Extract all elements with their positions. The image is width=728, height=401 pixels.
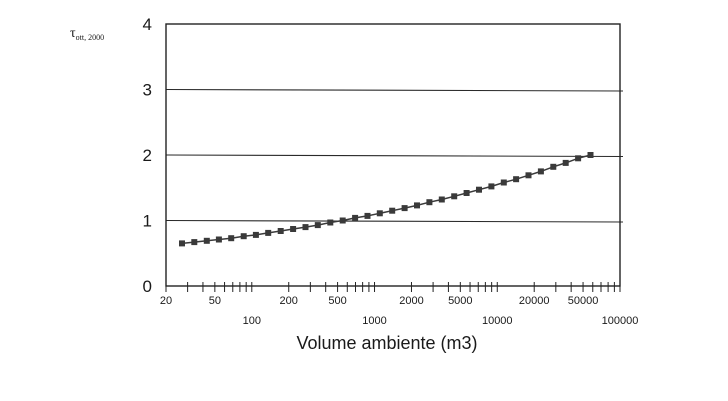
x-tick-label-50000: 50000	[568, 295, 599, 307]
data-point-19	[414, 202, 420, 209]
data-point-17	[389, 207, 396, 214]
data-point-10	[302, 224, 309, 231]
x-tick-label-1000: 1000	[362, 315, 386, 327]
x-tick-label-500: 500	[328, 295, 346, 307]
data-point-4	[228, 235, 235, 242]
data-point-21	[438, 196, 445, 203]
data-point-30	[550, 163, 557, 170]
data-point-23	[463, 190, 470, 196]
x-axis-title: Volume ambiente (m3)	[296, 333, 477, 353]
gridline-y-2	[165, 154, 624, 158]
data-point-12	[327, 219, 334, 226]
x-axis	[165, 282, 621, 292]
x-tick-label-200: 200	[280, 295, 298, 307]
data-point-25	[488, 183, 495, 190]
data-point-13	[339, 217, 346, 224]
data-point-8	[277, 228, 284, 234]
data-point-3	[215, 236, 222, 243]
x-tick-label-10000: 10000	[482, 315, 513, 327]
data-point-1	[191, 239, 198, 246]
y-tick-label-3: 3	[143, 81, 152, 100]
gridline-y-3	[165, 88, 624, 92]
data-point-7	[265, 229, 272, 236]
x-tick-labels: 20 50 200 500 2000 5000 20000 50000 100 1000 10000…	[160, 295, 638, 327]
data-point-15	[364, 212, 371, 219]
gridline-y-1	[165, 219, 624, 223]
data-point-9	[290, 226, 297, 232]
data-point-2	[203, 237, 210, 244]
x-tick-label-100: 100	[243, 315, 261, 327]
data-point-27	[513, 176, 520, 183]
data-point-24	[476, 186, 482, 193]
y-axis-title: τott, 2000	[70, 26, 104, 42]
y-tick-label-2: 2	[143, 146, 152, 165]
y-axis-title-symbol: τ	[70, 26, 76, 41]
data-point-33	[587, 152, 594, 158]
data-point-6	[252, 231, 259, 238]
x-tick-label-2000: 2000	[399, 295, 423, 307]
data-point-28	[525, 172, 532, 179]
x-tick-label-20: 20	[160, 295, 172, 307]
y-tick-label-1: 1	[143, 212, 152, 231]
data-point-0	[179, 240, 185, 247]
y-tick-labels: 0 1 2 3 4	[143, 15, 152, 296]
data-point-20	[426, 199, 433, 206]
y-axis-title-subscript: ott, 2000	[76, 33, 104, 42]
grid-lines	[165, 88, 624, 223]
x-tick-label-5000: 5000	[448, 295, 472, 307]
data-point-29	[537, 168, 544, 175]
data-point-16	[376, 210, 383, 217]
series-line	[181, 154, 591, 245]
data-point-31	[562, 159, 569, 166]
x-tick-label-20000: 20000	[519, 295, 550, 307]
plot-area-frame	[165, 23, 621, 287]
data-point-22	[451, 193, 458, 200]
x-tick-label-50: 50	[209, 295, 221, 307]
data-point-14	[352, 214, 359, 221]
data-point-32	[575, 155, 582, 162]
y-tick-label-0: 0	[143, 277, 152, 296]
data-point-26	[500, 179, 507, 186]
y-tick-label-4: 4	[143, 15, 152, 34]
data-point-11	[314, 222, 321, 229]
series-markers	[179, 152, 594, 247]
data-point-5	[240, 233, 247, 240]
x-tick-label-100000: 100000	[602, 315, 639, 327]
data-point-18	[401, 205, 408, 212]
